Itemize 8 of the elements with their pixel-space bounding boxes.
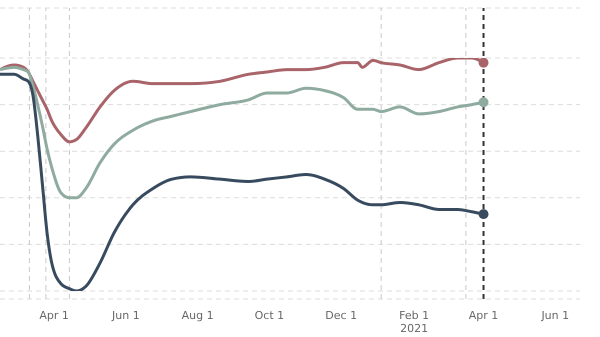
x-tick-label: Jun 1 — [111, 309, 140, 322]
x-tick-label: Apr 1 — [39, 309, 69, 322]
x-tick-label: Jun 1 — [540, 309, 570, 322]
x-tick-label: Apr 1 — [468, 309, 498, 322]
x-tick-label: Aug 1 — [182, 309, 214, 322]
x-tick-label: Oct 1 — [254, 309, 284, 322]
x-tick-label: Feb 1 2021 — [399, 309, 430, 335]
x-tick-label: Dec 1 — [325, 309, 358, 322]
